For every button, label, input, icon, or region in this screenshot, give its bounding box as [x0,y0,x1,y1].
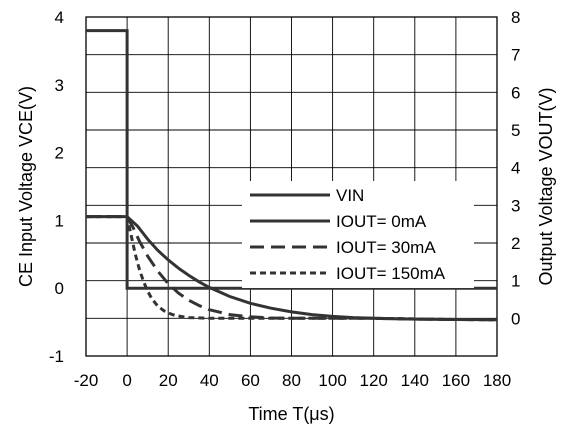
left-y-tick-label: -1 [49,347,64,366]
x-tick-label: 180 [483,371,511,390]
legend-label-0: VIN [336,186,364,205]
right-y-axis-title: Output Voltage VOUT(V) [536,87,556,285]
x-tick-label: 160 [442,371,470,390]
left-y-tick-label: 0 [55,279,64,298]
x-tick-label: 120 [360,371,388,390]
right-y-tick-label: 7 [511,46,520,65]
x-tick-label: 20 [159,371,178,390]
x-tick-label: 100 [318,371,346,390]
right-y-tick-label: 8 [511,8,520,27]
legend: VIN IOUT= 0mA IOUT= 30mA IOUT= 150mA [242,181,474,288]
left-y-tick-label: 1 [55,211,64,230]
x-tick-label: 60 [241,371,260,390]
right-y-tick-label: 1 [511,272,520,291]
x-axis-title: Time T(μs) [248,404,334,424]
legend-background [242,181,474,288]
x-tick-labels: -20 0 20 40 60 80 100 120 140 160 180 [74,371,511,390]
right-y-tick-label: 3 [511,196,520,215]
series-layer [86,29,498,322]
x-tick-label: -20 [74,371,99,390]
left-y-tick-label: 2 [55,144,64,163]
left-y-axis-title: CE Input Voltage VCE(V) [16,86,36,287]
left-y-tick-labels: 4 3 2 1 0 -1 [49,8,64,366]
left-y-tick-label: 4 [55,8,64,27]
x-tick-label: 0 [122,371,131,390]
right-y-tick-label: 6 [511,83,520,102]
x-tick-label: 140 [401,371,429,390]
legend-label-1: IOUT= 0mA [336,212,427,231]
right-y-tick-label: 4 [511,159,520,178]
right-y-tick-labels: 8 7 6 5 4 3 2 1 0 [511,8,520,328]
right-y-tick-label: 2 [511,234,520,253]
right-y-tick-label: 0 [511,309,520,328]
legend-label-3: IOUT= 150mA [336,264,446,283]
left-y-tick-label: 3 [55,76,64,95]
x-tick-label: 40 [200,371,219,390]
right-y-tick-label: 5 [511,121,520,140]
legend-label-2: IOUT= 30mA [336,238,436,257]
series-line-0 [86,29,497,290]
plot-frame [85,16,498,357]
series-line-2 [86,215,498,322]
series-line-3 [86,215,498,322]
x-tick-label: 80 [282,371,301,390]
